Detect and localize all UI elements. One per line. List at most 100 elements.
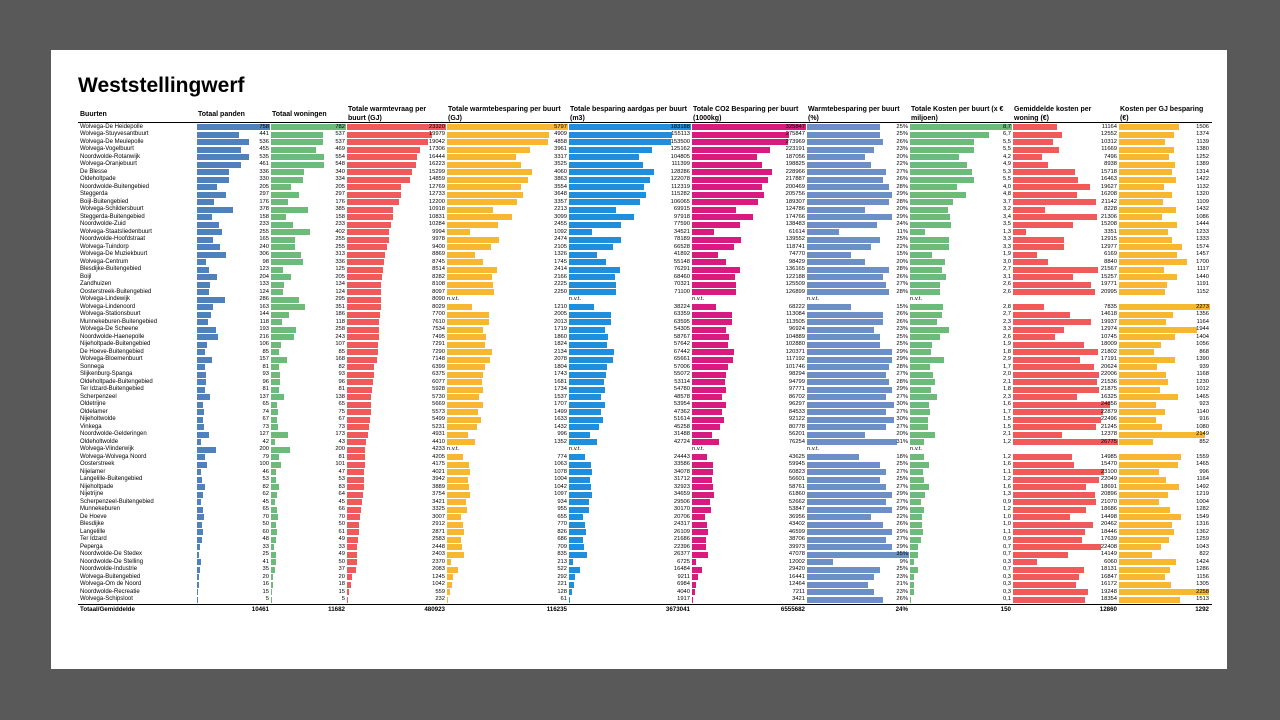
cell-warmtebesparing: 709: [447, 544, 568, 552]
value-label-co2: 124786: [785, 206, 805, 212]
value-label-aardgas: 32923: [673, 483, 690, 490]
cell-pct: 25%: [807, 341, 909, 349]
bar-panden: [197, 259, 207, 266]
value-label-pct: 27%: [896, 468, 908, 475]
value-label-co2: 76254: [788, 438, 805, 445]
bar-co2: [692, 469, 714, 476]
row-name: Boijl: [80, 273, 92, 280]
value-label-kosten: 5,5: [1002, 138, 1011, 145]
table-row: Munnekeburen 65 66 3325 955 30170 53847 29% 1,2 1…: [51, 506, 1227, 514]
cell-warmtevraag: 7534: [347, 326, 446, 334]
value-label-warmtebesparing: 2013: [554, 318, 567, 325]
bar-panden: [197, 514, 204, 521]
cell-aardgas: 34521: [569, 229, 691, 237]
cell-pct: 31%: [807, 439, 909, 447]
bar-warmtevraag: [347, 191, 402, 198]
value-label-woningen: 118: [335, 318, 345, 325]
cell-pct: 26%: [807, 274, 909, 282]
cell-pct: 25%: [807, 566, 909, 574]
cell-kosten: 0,9: [910, 536, 1012, 544]
cell-aardgas: n.v.t.: [569, 446, 691, 454]
bar-kosten: [910, 596, 912, 603]
cell-pct: n.v.t.: [807, 296, 909, 304]
value-label-warmtevraag: 14859: [428, 176, 445, 182]
bar-pct: [807, 596, 883, 603]
bar-kostengj: [1119, 191, 1172, 198]
value-label-kostenwoning: 12915: [1100, 236, 1117, 242]
value-label-co2: 92122: [788, 416, 805, 422]
cell-warmtevraag: 10831: [347, 214, 446, 222]
value-label-panden: 441: [259, 131, 269, 137]
cell-woningen: 537: [271, 139, 346, 147]
cell-woningen: 82: [271, 364, 346, 372]
value-label-warmtebesparing: 5797: [554, 123, 567, 130]
value-label-kostenwoning: 21306: [1100, 213, 1117, 220]
bar-pct: [807, 311, 883, 318]
value-label-kostengj: 1252: [1196, 153, 1209, 160]
cell-kosten: 1,1: [910, 469, 1012, 477]
cell-kostengj: 1465: [1119, 394, 1210, 402]
column-header-co2: Totale CO2 Besparing per buurt (1000kg): [693, 106, 799, 122]
row-name: Sonnega: [80, 363, 105, 370]
bar-kostenwoning: [1013, 536, 1083, 543]
cell-aardgas: 55072: [569, 371, 691, 379]
cell-aardgas: 38224: [569, 304, 691, 312]
value-label-kosten: 1,7: [1002, 363, 1011, 370]
bar-kosten: [910, 589, 914, 596]
bar-panden: [197, 499, 202, 506]
value-label-panden: 53: [262, 476, 269, 482]
value-label-warmtevraag: 3942: [432, 476, 445, 482]
value-label-pct: 20%: [896, 431, 908, 437]
cell-kostenwoning: 21070: [1013, 499, 1118, 507]
bar-kostengj: [1119, 529, 1174, 536]
value-label-co2: 325847: [785, 123, 805, 130]
bar-aardgas: [569, 371, 606, 378]
table-row: Nijeholtpade-Buitengebied 106 107 7291 1824 5…: [51, 341, 1227, 349]
cell-kosten: 1,8: [910, 386, 1012, 394]
bar-woningen: [271, 124, 346, 131]
cell-kostenwoning: 17191: [1013, 356, 1118, 364]
cell-woningen: 81: [271, 454, 346, 462]
row-name: Nijetrijne: [80, 491, 104, 497]
value-label-warmtevraag: 5499: [432, 416, 445, 422]
bar-warmtebesparing: [447, 484, 469, 491]
table-row: Wolvega-Stationsbuurt 144 186 7700 2005 63359…: [51, 311, 1227, 319]
bar-pct: [807, 161, 872, 168]
bar-kostenwoning: [1013, 281, 1091, 288]
value-label-aardgas: 71100: [674, 288, 690, 295]
value-label-pct: 23%: [896, 588, 908, 595]
cell-woningen: 351: [271, 304, 346, 312]
column-header-pct: Warmtebesparing per buurt (%): [808, 106, 900, 122]
cell-pct: 28%: [807, 199, 909, 207]
cell-woningen: 93: [271, 371, 346, 379]
cell-kosten: 1,6: [910, 401, 1012, 409]
cell-panden: 536: [197, 139, 270, 147]
table-row: Oldetrijne 65 65 5669 1707 53954 96297 30% 1,6 24…: [51, 401, 1227, 409]
value-label-co2: 84533: [788, 408, 805, 415]
value-label-kostengj: 2273: [1196, 303, 1209, 310]
bar-co2: [692, 514, 705, 521]
value-label-aardgas: 51614: [673, 416, 690, 422]
value-label-kostengj: 822: [1199, 551, 1209, 557]
value-label-kosten: 1,9: [1002, 251, 1011, 257]
cell-kosten: 1,9: [910, 251, 1012, 259]
value-label-kostengj: 1390: [1196, 356, 1209, 362]
cell-pct: 28%: [807, 379, 909, 387]
cell-kostenwoning: 17639: [1013, 536, 1118, 544]
bar-woningen: [271, 424, 278, 431]
cell-warmtevraag: 559: [347, 589, 446, 597]
cell-warmtebesparing: 1063: [447, 461, 568, 469]
value-label-woningen: 537: [335, 131, 345, 137]
row-name: Oosterstreek-Buitengebied: [80, 288, 152, 295]
value-label-kostenwoning: 24856: [1100, 401, 1117, 407]
value-label-aardgas: 53114: [674, 378, 690, 385]
bar-aardgas: [569, 544, 584, 551]
bar-kosten: [910, 514, 922, 521]
row-name: Noordwolde-Industrie: [80, 566, 138, 572]
bar-kostengj: [1119, 341, 1162, 348]
value-label-pct: 29%: [896, 506, 908, 512]
cell-co2: 118741: [692, 244, 806, 252]
bar-co2: [692, 131, 789, 138]
cell-co2: 38706: [692, 536, 806, 544]
value-label-kostenwoning: 16208: [1100, 191, 1117, 197]
